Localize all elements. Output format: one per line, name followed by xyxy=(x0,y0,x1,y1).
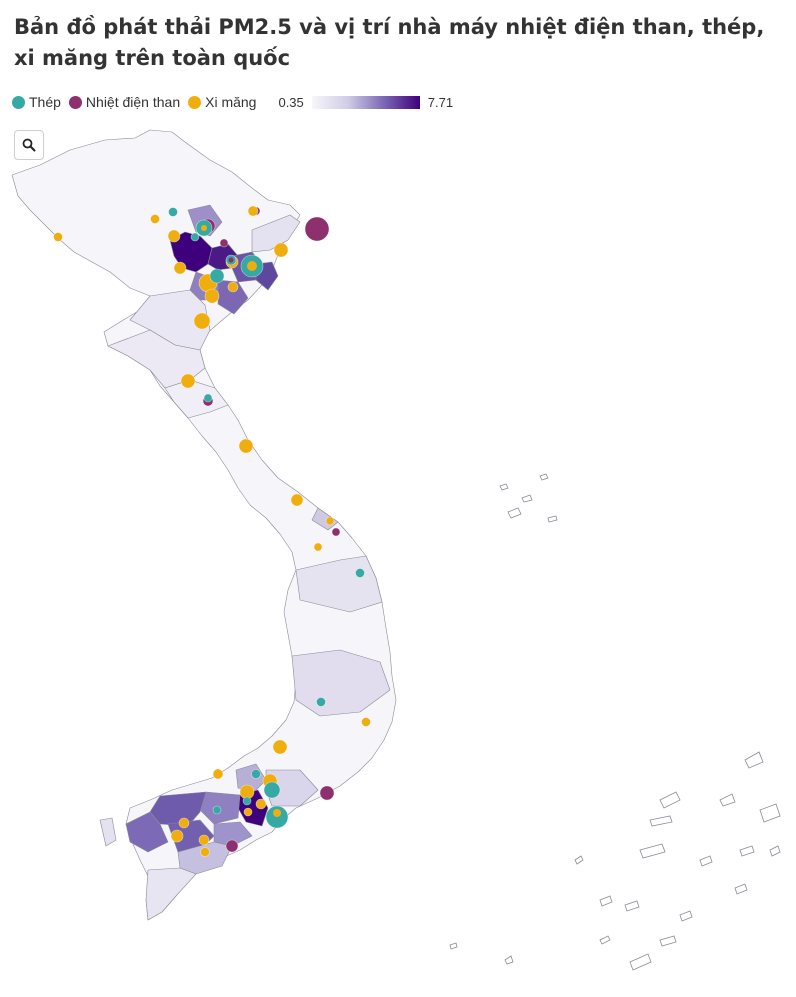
marker-cement xyxy=(170,829,184,843)
marker-cement xyxy=(201,225,207,231)
marker-cement xyxy=(193,312,211,330)
marker-cement xyxy=(272,739,288,755)
marker-steel xyxy=(355,568,365,578)
marker-coal-power xyxy=(219,238,229,248)
marker-coal-power xyxy=(228,257,234,263)
marker-coal-power xyxy=(331,527,341,537)
offshore-islands xyxy=(449,473,781,971)
marker-steel xyxy=(212,805,222,815)
marker-cement xyxy=(173,261,187,275)
province-quang-ninh xyxy=(251,214,301,253)
marker-cement xyxy=(200,847,210,857)
marker-coal-power xyxy=(304,216,330,242)
legend-item-coal-power[interactable]: Nhiệt điện than xyxy=(68,94,181,110)
marker-steel xyxy=(316,697,326,707)
legend-swatch-coal-power xyxy=(68,95,82,109)
province-dak-lak xyxy=(291,649,391,717)
marker-cement xyxy=(273,809,281,817)
marker-steel xyxy=(190,232,200,242)
marker-cement xyxy=(255,798,267,810)
province-ca-mau xyxy=(145,867,197,921)
plant-markers xyxy=(53,205,371,857)
zoom-button[interactable] xyxy=(14,130,44,160)
marker-cement xyxy=(361,717,371,727)
province-tien-giang xyxy=(213,821,253,847)
marker-cement xyxy=(198,834,210,846)
marker-steel xyxy=(242,796,252,806)
province-phu-quoc xyxy=(99,817,117,847)
marker-coal-power xyxy=(319,785,335,801)
legend-swatch-steel xyxy=(12,95,25,109)
color-scale-max: 7.71 xyxy=(427,94,454,110)
marker-cement xyxy=(150,214,160,224)
legend: Thép Nhiệt điện than Xi măng 0.35 7.71 xyxy=(12,92,453,112)
search-icon xyxy=(22,138,36,152)
marker-steel xyxy=(263,781,281,799)
marker-cement xyxy=(290,493,304,507)
map-title: Bản đồ phát thải PM2.5 và vị trí nhà máy… xyxy=(14,15,765,70)
marker-cement xyxy=(247,261,257,271)
marker-steel xyxy=(168,207,178,217)
marker-steel xyxy=(209,268,225,284)
marker-cement xyxy=(313,542,323,552)
marker-cement xyxy=(247,205,259,217)
color-scale-min: 0.35 xyxy=(278,94,304,110)
marker-cement xyxy=(167,229,181,243)
marker-cement xyxy=(227,281,239,293)
legend-label-steel: Thép xyxy=(29,94,61,110)
legend-label-coal-power: Nhiệt điện than xyxy=(85,94,181,110)
marker-cement xyxy=(53,232,63,242)
marker-steel xyxy=(203,393,213,403)
marker-steel xyxy=(251,769,261,779)
marker-cement xyxy=(273,242,289,258)
marker-cement xyxy=(325,516,335,526)
color-scale-bar xyxy=(311,95,420,109)
legend-item-cement[interactable]: Xi măng xyxy=(188,94,256,110)
marker-cement xyxy=(238,438,254,454)
marker-cement xyxy=(180,373,196,389)
province-nghe-an xyxy=(107,329,206,389)
legend-swatch-cement xyxy=(188,95,202,109)
legend-item-steel[interactable]: Thép xyxy=(12,94,61,110)
legend-label-cement: Xi măng xyxy=(205,94,257,110)
marker-coal-power xyxy=(225,839,239,853)
province-an-giang xyxy=(125,811,169,853)
marker-cement xyxy=(178,817,190,829)
marker-cement xyxy=(212,768,224,780)
marker-cement xyxy=(243,807,253,817)
marker-cement xyxy=(204,288,220,304)
